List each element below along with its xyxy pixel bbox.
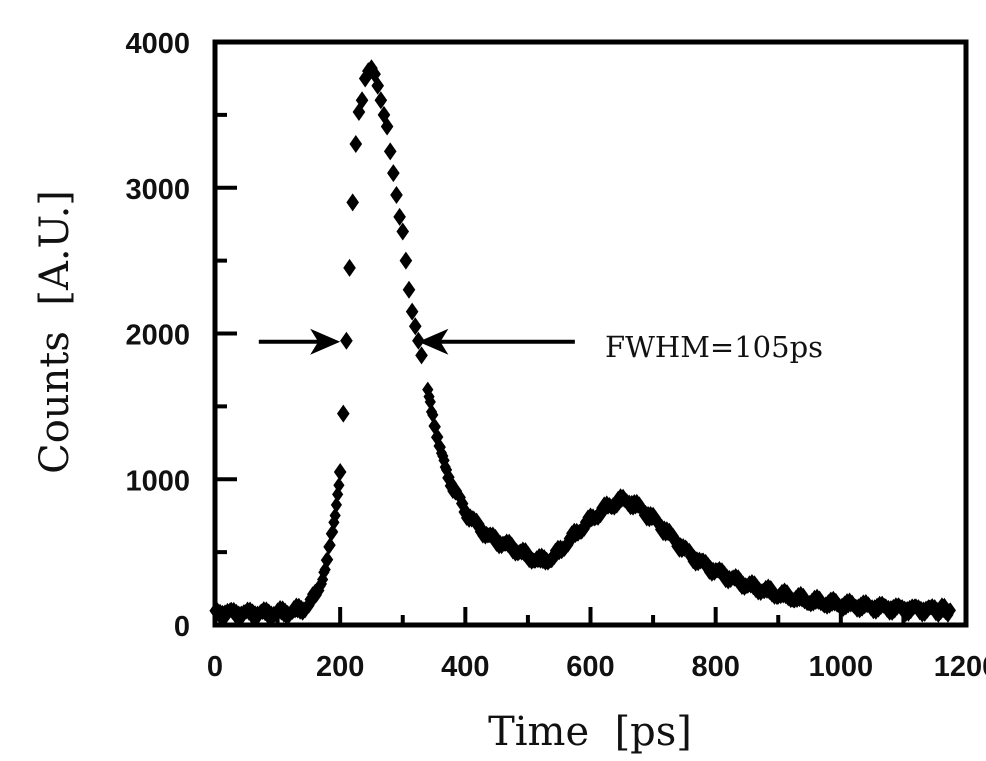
fwhm-label: FWHM=105ps bbox=[605, 330, 823, 364]
y-tick-label: 4000 bbox=[125, 28, 190, 60]
x-tick-label: 600 bbox=[566, 651, 614, 683]
x-tick-label: 1000 bbox=[809, 651, 874, 683]
plot-border bbox=[212, 39, 969, 628]
fwhm-annotation: FWHM=105ps bbox=[258, 328, 823, 364]
data-points bbox=[209, 59, 956, 627]
x-axis-title: Time [ps] bbox=[488, 709, 692, 755]
y-tick-label: 3000 bbox=[125, 174, 190, 206]
y-tick-label: 0 bbox=[174, 611, 190, 643]
right-arrow-head bbox=[418, 328, 449, 355]
plot-frame bbox=[212, 39, 969, 628]
data-series-counts bbox=[209, 59, 956, 627]
tick-labels: 0 1000 2000 3000 4000 0 200 400 600 800 1000 1200 bbox=[125, 28, 986, 683]
x-tick-label: 400 bbox=[441, 651, 489, 683]
y-tick-label: 1000 bbox=[125, 465, 190, 497]
left-arrow-head bbox=[310, 328, 341, 355]
x-tick-label: 200 bbox=[316, 651, 364, 683]
axis-ticks bbox=[215, 112, 906, 625]
x-tick-label: 1200 bbox=[934, 651, 986, 683]
y-tick-label: 2000 bbox=[125, 320, 190, 352]
x-tick-label: 800 bbox=[691, 651, 739, 683]
y-axis-title: Counts [A.U.] bbox=[32, 190, 78, 474]
x-tick-label: 0 bbox=[207, 651, 223, 683]
